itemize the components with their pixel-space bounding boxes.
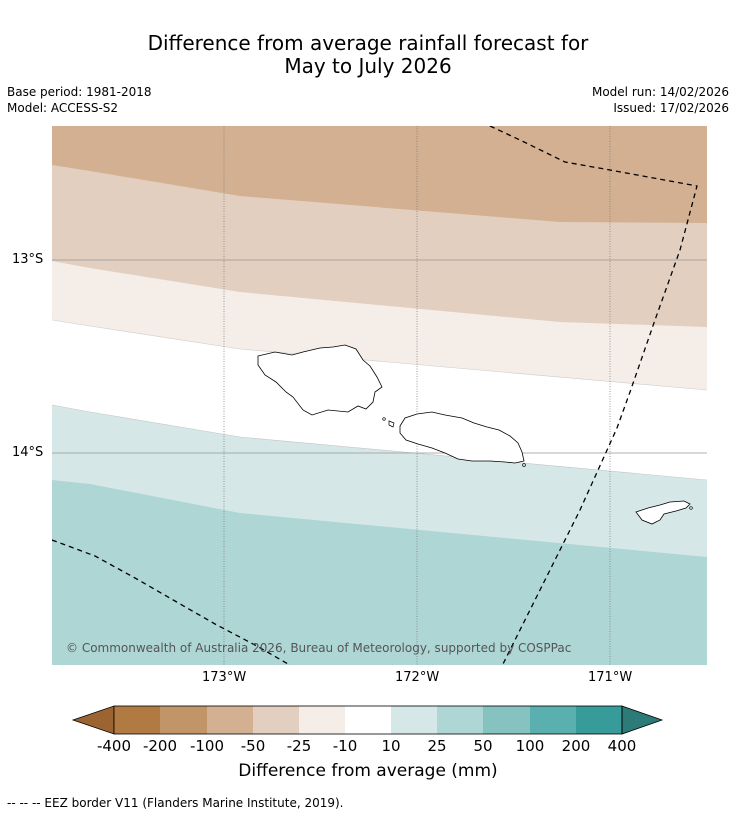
colorbar-bin — [530, 706, 576, 734]
lon-label-173w: 173°W — [202, 670, 247, 685]
map-frame — [52, 126, 707, 665]
title-line-1: Difference from average rainfall forecas… — [147, 31, 589, 55]
colorbar-outline — [113, 705, 623, 735]
colorbar-tick: -100 — [189, 737, 225, 755]
colorbar-bin — [483, 706, 530, 734]
lon-label-171w: 171°W — [588, 670, 633, 685]
colorbar-bin — [437, 706, 483, 734]
lon-label-172w: 172°W — [395, 670, 440, 685]
band-minus-100-to-minus-50 — [52, 126, 707, 223]
nuutele-island — [522, 463, 526, 467]
issued-date: Issued: 17/02/2026 — [613, 101, 729, 115]
colorbar-bin — [345, 706, 391, 734]
apolima-island — [382, 417, 386, 421]
lat-label-13s: 13°S — [12, 252, 44, 267]
colorbar-title: Difference from average (mm) — [238, 761, 498, 781]
colorbar-tick: 50 — [473, 737, 493, 755]
colorbar-bin — [207, 706, 253, 734]
manono-island — [388, 420, 395, 428]
colorbar-tick: -10 — [332, 737, 358, 755]
colorbar-tick: -400 — [96, 737, 132, 755]
colorbar-extend-low — [71, 705, 115, 735]
colorbar-tick: 10 — [381, 737, 401, 755]
colorbar-bin — [114, 706, 160, 734]
upolu-island — [399, 411, 525, 464]
model-run: Model run: 14/02/2026 — [591, 85, 729, 99]
lat-label-14s: 14°S — [12, 445, 44, 460]
model-name: Model: ACCESS-S2 — [7, 101, 119, 115]
colorbar — [71, 705, 664, 735]
colorbar-bin — [160, 706, 207, 734]
colorbar-bin — [299, 706, 345, 734]
colorbar-tick: -50 — [240, 737, 266, 755]
colorbar-bin — [391, 706, 437, 734]
copyright-notice: © Commonwealth of Australia 2026, Bureau… — [66, 641, 572, 655]
eez-border-east — [489, 126, 698, 665]
eez-border-south — [52, 539, 292, 665]
aunuu-island — [689, 506, 693, 510]
colorbar-tick: 25 — [427, 737, 447, 755]
colorbar-tick: 100 — [515, 737, 545, 755]
colorbar-tick: 200 — [561, 737, 591, 755]
colorbar-bin — [576, 706, 622, 734]
title-line-2: May to July 2026 — [284, 54, 452, 78]
eez-footnote: -- -- -- EEZ border V11 (Flanders Marine… — [7, 796, 344, 810]
colorbar-tick: 400 — [607, 737, 637, 755]
savaii-island — [257, 344, 383, 416]
colorbar-extend-high — [621, 705, 664, 735]
colorbar-tick: -25 — [286, 737, 312, 755]
colorbar-tick: -200 — [142, 737, 178, 755]
colorbar-bin — [253, 706, 299, 734]
base-period: Base period: 1981-2018 — [7, 85, 152, 99]
tutuila-island — [635, 500, 691, 525]
